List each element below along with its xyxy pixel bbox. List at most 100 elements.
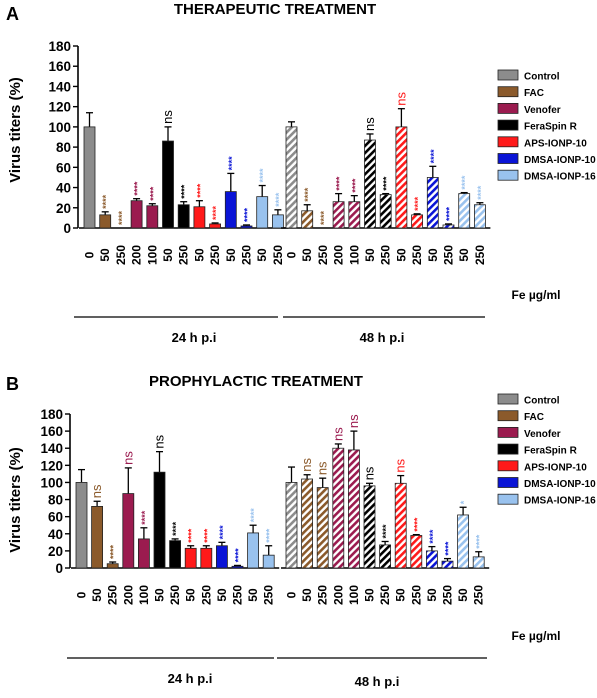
significance-label: ns: [89, 484, 104, 498]
dose-label: 50: [184, 588, 198, 602]
legend-swatch-feraspin-r: [497, 119, 519, 131]
significance-label: ****: [249, 508, 259, 523]
bar-aps-ionp-10-50: [394, 482, 407, 569]
dose-label: 50: [153, 588, 167, 602]
bar-venofer-100: [146, 205, 159, 229]
bar-fac-50: [301, 478, 314, 569]
dose-label: 50: [300, 248, 314, 262]
legend-prophylactic: Control FAC Venofer FeraSpin R APS-IONP-10 DM…: [497, 393, 596, 507]
legend-label-aps-ionp-10: APS-IONP-10: [524, 138, 587, 149]
y-tick-label: 80: [48, 493, 63, 508]
significance-label: ****: [202, 528, 212, 543]
legend-swatch-venofer: [497, 103, 519, 114]
dose-label: 0: [75, 591, 89, 598]
legend-swatch-aps-ionp-10: [497, 136, 519, 148]
y-tick-label: 140: [48, 79, 71, 94]
y-tick-label: 40: [48, 527, 63, 542]
dose-label: 100: [137, 585, 151, 605]
dose-label: 50: [394, 248, 408, 262]
significance-label: ****: [180, 184, 190, 199]
y-tick-label: 20: [56, 201, 71, 216]
timepoint-label-a-48h: 48 h p.i: [360, 330, 405, 345]
significance-label: ****: [428, 529, 438, 544]
dose-label: 250: [316, 585, 330, 605]
bar-venofer-100: [347, 449, 360, 569]
dose-label: 50: [457, 248, 471, 262]
panel-title-b: PROPHYLACTIC TREATMENT: [149, 373, 363, 390]
bar-dmsa-ionp-16-50: [457, 514, 470, 569]
dose-label: 50: [363, 588, 377, 602]
y-tick-label: 140: [40, 441, 63, 456]
panel-letter-b: B: [6, 374, 19, 394]
y-tick-label: 0: [63, 221, 71, 236]
panel-title-a: THERAPEUTIC TREATMENT: [174, 1, 376, 18]
y-tick-label: 180: [40, 407, 63, 422]
significance-label: ****: [243, 207, 253, 222]
dose-label: 50: [456, 588, 470, 602]
dose-label: 50: [192, 248, 206, 262]
timepoint-label-b-48h: 48 h p.i: [355, 674, 400, 689]
significance-label: ****: [381, 524, 391, 539]
dose-label: 250: [199, 585, 213, 605]
bar-dmsa-ionp-16-50: [256, 196, 269, 229]
bar-aps-ionp-10-250: [200, 547, 213, 569]
bar-dmsa-ionp-10-50: [425, 550, 438, 569]
bar-dmsa-ionp-10-250: [442, 224, 455, 229]
plot-therapeutic: 0 20 40 60 80 100 120 140 160 180 0 **** 50 **** 250 **…: [48, 39, 491, 318]
dose-label: 250: [106, 585, 120, 605]
dose-label: 50: [363, 248, 377, 262]
legend-label-venofer: Venofer: [524, 105, 561, 116]
y-tick-label: 120: [40, 458, 63, 473]
significance-label: ****: [412, 517, 422, 532]
legend-swatch-control: [497, 393, 519, 405]
bar-dmsa-ionp-10-50: [426, 177, 439, 229]
bar-aps-ionp-10-50: [395, 126, 408, 229]
dose-label: 50: [215, 588, 229, 602]
dose-label: 250: [441, 585, 455, 605]
significance-label: ****: [335, 176, 345, 191]
dose-label: 200: [130, 245, 144, 265]
bar-control-0: [83, 126, 96, 229]
significance-label: ****: [101, 194, 111, 209]
significance-label: ****: [148, 186, 158, 201]
bar-aps-ionp-10-50: [193, 206, 206, 229]
dose-label: 100: [347, 245, 361, 265]
legend-swatch-aps-ionp-10: [497, 460, 519, 472]
y-tick-label: 180: [48, 39, 71, 54]
dose-label: 50: [246, 588, 260, 602]
dose-label: 50: [255, 248, 269, 262]
bar-dmsa-ionp-16-250: [473, 204, 486, 229]
dose-label: 250: [177, 245, 191, 265]
dose-label: 200: [331, 585, 345, 605]
significance-label: ns: [120, 451, 135, 465]
dose-label: 50: [90, 588, 104, 602]
y-tick-label: 60: [48, 510, 63, 525]
legend-swatch-feraspin-r: [497, 443, 519, 455]
significance-label: ****: [382, 176, 392, 191]
bar-venofer-200: [332, 201, 345, 229]
significance-label: ns: [299, 458, 314, 472]
significance-label: ****: [274, 192, 284, 207]
bar-dmsa-ionp-16-250: [262, 554, 275, 569]
bar-dmsa-ionp-10-50: [224, 191, 237, 229]
dose-label: 250: [208, 245, 222, 265]
legend-label-dmsa-ionp-10: DMSA-IONP-10: [524, 155, 596, 166]
dose-label: 250: [379, 245, 393, 265]
dose-label: 250: [473, 245, 487, 265]
bar-dmsa-ionp-10-250: [231, 565, 244, 569]
dose-label: 200: [332, 245, 346, 265]
legend-swatch-dmsa-ionp-10: [497, 153, 519, 164]
bar-dmsa-ionp-10-250: [240, 225, 253, 229]
bar-control-0: [75, 482, 88, 569]
bar-control-0: [285, 126, 298, 229]
bar-feraspin-r-50: [153, 471, 166, 569]
legend-therapeutic: Control FAC Venofer FeraSpin R APS-IONP-10 DM…: [497, 69, 596, 183]
y-axis-label-b: Virus titers (%): [7, 447, 24, 553]
legend-label-venofer: Venofer: [524, 429, 561, 440]
significance-label: ****: [460, 175, 470, 190]
significance-label: ****: [476, 185, 486, 200]
significance-label: ****: [350, 178, 360, 193]
dose-label: 50: [394, 588, 408, 602]
significance-label: ****: [234, 548, 244, 563]
bar-feraspin-r-50: [364, 139, 376, 229]
